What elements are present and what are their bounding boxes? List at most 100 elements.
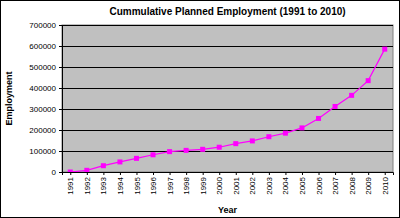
series: [68, 47, 387, 172]
marker: [349, 93, 354, 98]
x-tick: 2010: [381, 172, 390, 195]
x-tick-mark: [87, 172, 88, 175]
x-tick-mark: [302, 172, 303, 175]
y-tick-label: 300000: [29, 105, 56, 114]
x-tick: 2003: [265, 172, 274, 195]
marker: [283, 131, 288, 136]
marker: [233, 141, 238, 146]
x-tick: 2004: [281, 172, 290, 195]
x-tick-label: 2001: [232, 176, 241, 194]
y-tick-label: 600000: [29, 42, 56, 51]
x-tick: 1995: [133, 172, 142, 195]
y-tick-mark: [59, 67, 62, 68]
x-tick-mark: [319, 172, 320, 175]
marker: [134, 156, 139, 161]
marker: [316, 116, 321, 121]
x-tick: 1998: [182, 172, 191, 195]
y-axis-title: Employment: [4, 71, 14, 125]
x-tick-label: 1995: [133, 176, 142, 194]
x-tick: 1993: [99, 172, 108, 195]
y-tick: 600000: [29, 42, 62, 51]
y-tick-label: 0: [52, 168, 57, 177]
chart: 0100000200000300000400000500000600000700…: [0, 0, 400, 218]
x-tick-mark: [103, 172, 104, 175]
x-tick-label: 2005: [298, 176, 307, 194]
x-tick-mark: [335, 172, 336, 175]
grid-line: [62, 130, 393, 131]
y-tick-mark: [59, 25, 62, 26]
x-tick: 2001: [232, 172, 241, 195]
x-tick-label: 2000: [215, 176, 224, 194]
marker: [366, 78, 371, 83]
marker: [382, 47, 387, 52]
x-tick: 2006: [315, 172, 324, 195]
x-tick-label: 2010: [381, 176, 390, 194]
x-tick-mark: [170, 172, 171, 175]
x-tick-mark: [153, 172, 154, 175]
y-tick-mark: [59, 109, 62, 110]
x-tick: 1994: [116, 172, 125, 195]
x-tick-label: 1999: [199, 176, 208, 194]
y-tick-mark: [59, 151, 62, 152]
x-axis-line: [63, 173, 394, 176]
grid-line: [62, 109, 393, 110]
grid-line: [62, 67, 393, 68]
y-tick-mark: [59, 172, 62, 173]
x-tick-label: 2009: [364, 176, 373, 194]
x-tick: 1991: [66, 172, 75, 195]
x-tick-label: 1998: [182, 176, 191, 194]
marker: [68, 170, 73, 173]
y-tick: 0: [52, 168, 62, 177]
line: [70, 49, 384, 172]
grid-line: [62, 46, 393, 47]
x-tick-label: 2004: [281, 176, 290, 194]
x-tick: 2000: [215, 172, 224, 195]
x-tick: 1999: [199, 172, 208, 195]
marker: [84, 168, 89, 172]
x-tick-mark: [120, 172, 121, 175]
x-tick-label: 1996: [149, 176, 158, 194]
x-tick-mark: [203, 172, 204, 175]
plot-background: [62, 25, 393, 172]
y-tick-label: 400000: [29, 84, 56, 93]
marker: [250, 138, 255, 143]
grid-line: [62, 25, 393, 26]
y-tick-label: 200000: [29, 126, 56, 135]
x-tick-mark: [136, 172, 137, 175]
y-tick-mark: [59, 130, 62, 131]
x-tick: 1996: [149, 172, 158, 195]
y-tick-label: 700000: [29, 21, 56, 30]
x-tick: 2007: [331, 172, 340, 195]
chart-border: [1, 1, 400, 218]
marker: [217, 145, 222, 150]
x-tick-label: 1992: [83, 176, 92, 194]
x-axis: 1991 1992 1993 1994 1995 1996 1997 1998 1999 2000…: [63, 172, 394, 195]
y-axis-line: [59, 26, 63, 173]
x-tick-mark: [368, 172, 369, 175]
x-tick: 2009: [364, 172, 373, 195]
y-tick: 200000: [29, 126, 62, 135]
y-tick: 300000: [29, 105, 62, 114]
grid: [62, 25, 393, 172]
marker: [117, 159, 122, 164]
y-tick: 700000: [29, 21, 62, 30]
plot: 0100000200000300000400000500000600000700…: [29, 21, 393, 195]
grid-line: [62, 151, 393, 152]
marker: [167, 149, 172, 154]
x-tick-label: 2002: [248, 176, 257, 194]
x-tick-label: 1994: [116, 176, 125, 194]
x-tick: 2008: [348, 172, 357, 195]
x-tick-mark: [70, 172, 71, 175]
x-tick-label: 2008: [348, 176, 357, 194]
x-tick-mark: [252, 172, 253, 175]
x-tick-mark: [385, 172, 386, 175]
marker: [299, 125, 304, 130]
x-tick-label: 2003: [265, 176, 274, 194]
marker: [101, 163, 106, 168]
y-axis: 0100000200000300000400000500000600000700…: [29, 21, 62, 177]
x-tick-mark: [352, 172, 353, 175]
marker: [333, 104, 338, 109]
x-tick: 1997: [166, 172, 175, 195]
x-tick-label: 1991: [66, 176, 75, 194]
y-tick-mark: [59, 88, 62, 89]
